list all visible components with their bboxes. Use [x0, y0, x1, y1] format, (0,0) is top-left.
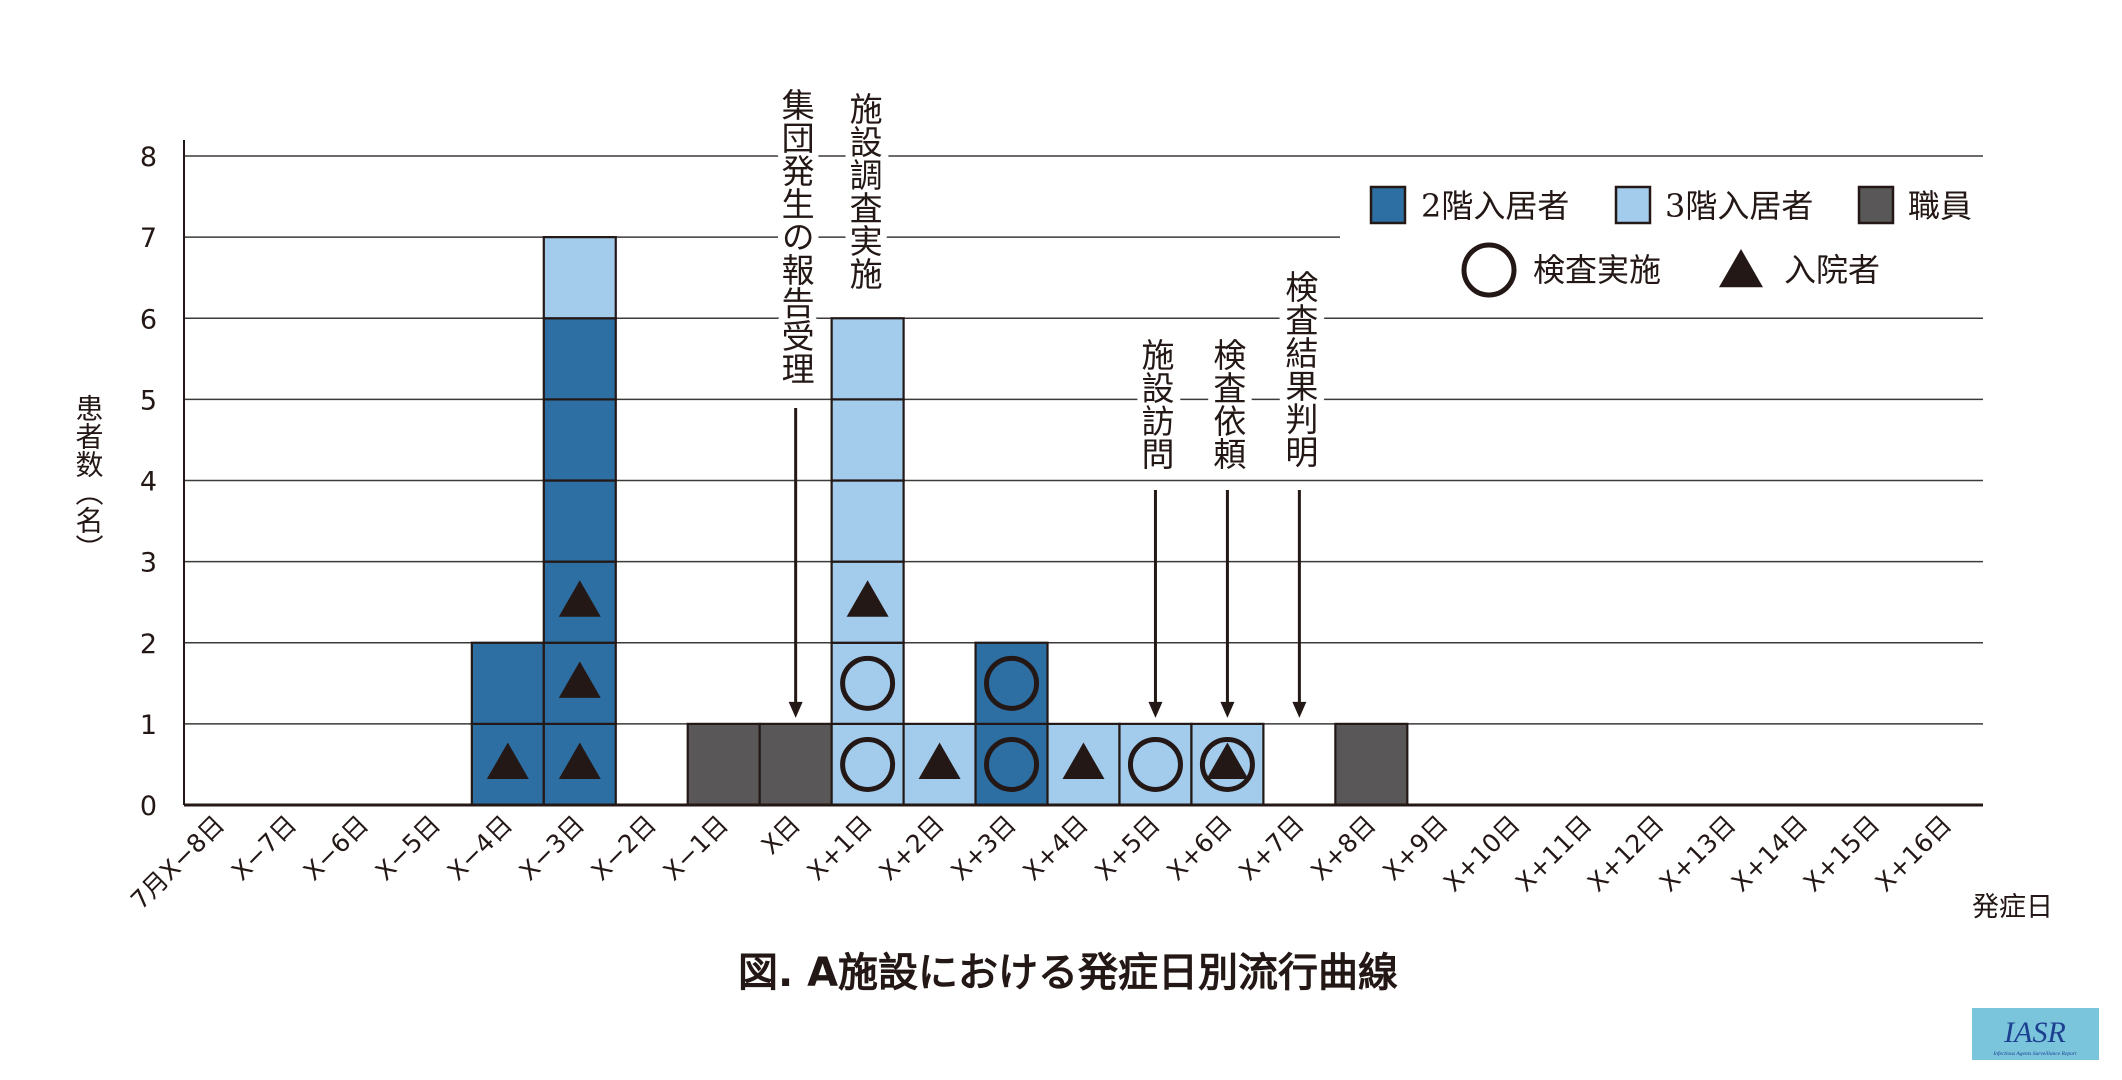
x-tick-label: X+3日 — [945, 810, 1021, 886]
arrowhead-icon — [1292, 701, 1307, 718]
x-tick-label: X+13日 — [1654, 810, 1742, 898]
x-tick-label: X+10日 — [1438, 810, 1526, 898]
x-tick-label: X+15日 — [1798, 810, 1886, 898]
x-tick-label: X+14日 — [1726, 810, 1814, 898]
x-tick-label: X+1日 — [802, 810, 878, 886]
hospitalized-triangle-marker — [486, 742, 529, 780]
hospitalized-triangle-marker — [846, 580, 889, 617]
annotation-label: 検査結果判明 — [1280, 270, 1319, 468]
test-circle-marker — [840, 736, 896, 792]
hospitalized-triangle-marker — [1206, 742, 1249, 780]
x-tick-label: X+7日 — [1233, 810, 1309, 886]
markers — [486, 580, 1255, 792]
test-circle-marker — [1127, 736, 1183, 792]
test-circle-marker — [840, 655, 896, 711]
case-cell-floor2 — [542, 479, 617, 563]
y-tick-label: 5 — [140, 385, 157, 416]
case-cell-floor2 — [470, 641, 545, 725]
iasr-logo: IASR Infectious Agents Surveillance Repo… — [1972, 1008, 2099, 1060]
svg-text:IASR: IASR — [2003, 1016, 2066, 1049]
case-cell-floor3 — [830, 479, 905, 563]
chart-title: 図. A施設における発症日別流行曲線 — [738, 950, 1398, 996]
case-cell-staff — [686, 722, 761, 807]
x-tick-label: X−7日 — [226, 810, 302, 886]
legend-label: 職員 — [1908, 187, 1972, 225]
x-tick-label: X日 — [756, 810, 806, 860]
y-tick-label: 2 — [140, 629, 157, 660]
y-tick-label: 0 — [140, 791, 157, 822]
annotation-label: 検査依頼 — [1208, 338, 1247, 470]
case-cell-floor3 — [830, 317, 905, 401]
case-cell-floor3 — [830, 398, 905, 482]
legend-label: 3階入居者 — [1665, 187, 1813, 225]
x-tick-label: X+12日 — [1582, 810, 1670, 898]
x-tick-label: X−5日 — [370, 810, 446, 886]
annotation-label: 施設訪問 — [1136, 338, 1175, 470]
x-tick-label: X−4日 — [442, 810, 518, 886]
x-tick-label: 7月X−8日 — [125, 810, 230, 915]
case-cell-floor3 — [542, 236, 617, 320]
svg-text:Infectious Agents Surveillance: Infectious Agents Surveillance Report — [1992, 1050, 2077, 1057]
legend-label: 検査実施 — [1533, 251, 1661, 289]
legend-circle-icon — [1461, 242, 1517, 298]
y-tick-label: 7 — [140, 223, 157, 254]
test-circle-marker — [984, 736, 1040, 792]
hospitalized-triangle-marker — [558, 661, 601, 698]
test-circle-marker — [984, 655, 1040, 711]
case-cell-staff — [1334, 722, 1409, 807]
annotation-label: 施設調査実施 — [844, 92, 883, 290]
x-tick-label: X−2日 — [586, 810, 662, 886]
hospitalized-triangle-marker — [1062, 742, 1105, 780]
x-tick-label: X+5日 — [1089, 810, 1165, 886]
y-axis-label: 患者数（名） — [72, 394, 105, 562]
x-tick-label: X+16日 — [1870, 810, 1958, 898]
y-tick-label: 1 — [140, 710, 157, 741]
case-cell-floor2 — [542, 317, 617, 401]
x-tick-label: X+6日 — [1161, 810, 1237, 886]
bars — [470, 236, 1409, 807]
x-tick-label: X+2日 — [873, 810, 949, 886]
annotation-label: 集団発生の報告受理 — [776, 88, 815, 385]
case-cell-floor2 — [542, 398, 617, 482]
legend-swatch — [1614, 185, 1652, 225]
y-tick-label: 4 — [140, 467, 157, 498]
legend-label: 入院者 — [1784, 251, 1880, 289]
legend-triangle-icon — [1719, 249, 1763, 288]
x-tick-label: X+4日 — [1017, 810, 1093, 886]
hospitalized-triangle-marker — [558, 580, 601, 617]
x-tick-label: X+11日 — [1510, 810, 1598, 898]
legend-swatch — [1857, 185, 1895, 225]
y-tick-label: 6 — [140, 304, 157, 335]
x-axis-label: 発症日 — [1972, 892, 2053, 923]
x-tick-label: X−6日 — [298, 810, 374, 886]
arrowhead-icon — [1148, 701, 1163, 718]
x-tick-label: X−3日 — [514, 810, 590, 886]
y-tick-label: 8 — [140, 142, 157, 173]
legend-swatch — [1369, 185, 1407, 225]
arrowhead-icon — [1220, 701, 1235, 718]
legend-label: 2階入居者 — [1421, 187, 1569, 225]
hospitalized-triangle-marker — [918, 742, 961, 780]
x-tick-label: X+8日 — [1305, 810, 1381, 886]
arrowhead-icon — [788, 701, 803, 718]
test-circle-marker — [1199, 736, 1255, 792]
y-tick-label: 3 — [140, 548, 157, 579]
hospitalized-triangle-marker — [558, 742, 601, 780]
case-cell-staff — [758, 722, 833, 807]
x-tick-label: X−1日 — [658, 810, 734, 886]
gridlines — [184, 155, 1985, 725]
